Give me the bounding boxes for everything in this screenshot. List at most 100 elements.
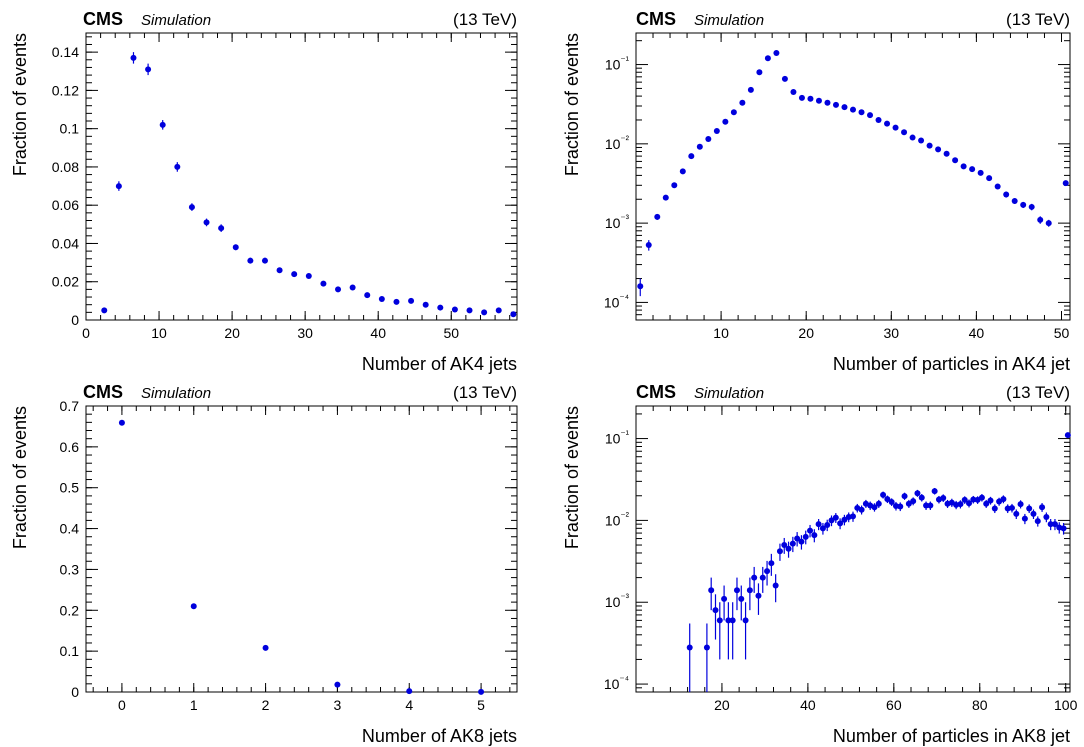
y-tick-label: 0 (71, 312, 79, 328)
y-tick-label: 0.1 (60, 121, 80, 137)
data-point (935, 146, 942, 153)
data-point (832, 101, 839, 108)
data-point (824, 99, 831, 106)
data-point (781, 75, 788, 82)
data-point (773, 49, 780, 56)
data-point (738, 595, 745, 602)
data-point (730, 109, 737, 116)
data-point (1017, 501, 1024, 508)
data-point (742, 617, 749, 624)
y-tick-label: 0.6 (60, 439, 80, 455)
x-tick-label: 10 (151, 325, 167, 341)
data-point (764, 55, 771, 62)
energy-label: (13 TeV) (453, 10, 517, 29)
data-point (909, 134, 916, 141)
experiment-label: CMS (636, 382, 676, 402)
data-point (807, 95, 814, 102)
data-point (1008, 504, 1015, 511)
data-point (679, 168, 686, 175)
y-tick-label: 0.7 (60, 398, 80, 414)
data-point (232, 244, 239, 251)
x-axis-label: Number of AK8 jets (362, 726, 517, 746)
data-point (378, 295, 385, 302)
data-point (841, 104, 848, 111)
data-point (850, 513, 856, 520)
data-point (987, 497, 994, 504)
x-axis-label: Number of particles in AK4 jet (833, 354, 1070, 374)
data-point (115, 183, 122, 190)
data-point (815, 97, 822, 104)
data-point (1047, 521, 1054, 528)
x-tick-label: 40 (969, 325, 985, 341)
data-point (203, 219, 210, 226)
data-point (785, 545, 792, 552)
data-point (703, 644, 710, 651)
simulation-tag: Simulation (141, 12, 211, 29)
data-point (875, 500, 882, 507)
data-point (910, 498, 917, 505)
x-tick-label: 30 (884, 325, 900, 341)
x-tick-label: 80 (972, 697, 988, 713)
y-tick-label: 0.2 (60, 602, 80, 618)
energy-label: (13 TeV) (1006, 383, 1070, 402)
y-tick-label: 0.04 (52, 235, 79, 251)
y-tick-label: 10⁻¹ (605, 56, 630, 73)
data-point (637, 283, 644, 290)
data-point (751, 574, 758, 581)
data-point (1062, 180, 1069, 187)
data-point (101, 307, 108, 314)
data-point (828, 517, 835, 524)
y-tick-label: 0.14 (52, 44, 79, 60)
y-tick-label: 0.02 (52, 274, 79, 290)
data-point (1003, 191, 1010, 198)
y-tick-label: 0.3 (60, 561, 80, 577)
data-point (960, 163, 967, 170)
data-point (952, 157, 959, 164)
data-point (1030, 510, 1037, 517)
data-point (262, 644, 269, 651)
data-point (1028, 203, 1035, 210)
x-tick-label: 100 (1054, 697, 1078, 713)
data-point (926, 142, 933, 149)
data-point (190, 603, 197, 610)
data-point (478, 688, 485, 695)
data-point (884, 120, 891, 127)
x-tick-label: 4 (405, 697, 413, 713)
data-point (686, 644, 693, 651)
data-point (320, 280, 327, 287)
data-point (406, 688, 413, 695)
data-point (466, 307, 473, 314)
y-tick-label: 0.1 (60, 643, 80, 659)
data-point (1037, 216, 1044, 223)
data-point (927, 502, 934, 509)
y-tick-label: 10⁻⁴ (604, 675, 629, 692)
y-tick-label: 10⁻³ (605, 593, 630, 610)
data-point (824, 521, 831, 528)
data-point (772, 582, 779, 589)
data-point (815, 521, 822, 528)
data-point (1034, 518, 1041, 525)
data-point (807, 527, 814, 534)
data-point (1045, 220, 1052, 227)
x-tick-label: 5 (477, 697, 485, 713)
data-point (755, 592, 762, 599)
data-point (422, 301, 429, 308)
experiment-label: CMS (83, 9, 123, 29)
data-point (892, 124, 899, 131)
data-point (708, 587, 715, 594)
data-point (145, 66, 152, 73)
data-point (768, 560, 775, 567)
y-axis-label: Fraction of events (562, 406, 582, 549)
data-point (1011, 198, 1018, 205)
data-point (983, 500, 990, 507)
data-point (841, 516, 848, 523)
x-tick-label: 20 (714, 697, 730, 713)
simulation-tag: Simulation (694, 12, 764, 29)
data-point (794, 535, 801, 542)
data-point (759, 574, 766, 581)
data-point (654, 213, 661, 220)
data-point (884, 496, 891, 503)
energy-label: (13 TeV) (1006, 10, 1070, 29)
data-point (437, 304, 444, 311)
data-point (247, 257, 254, 264)
